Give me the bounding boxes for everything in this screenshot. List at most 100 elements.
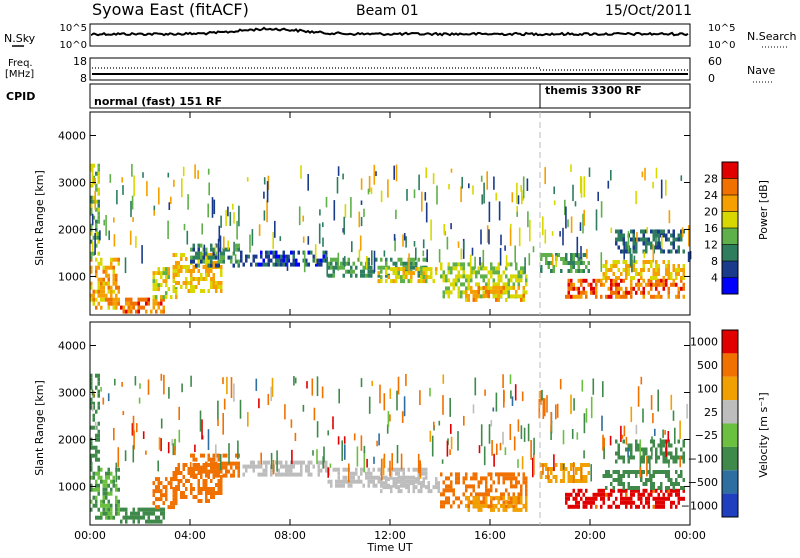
power-echo-cell (627, 264, 630, 268)
power-scatter-echo (167, 220, 169, 239)
velocity-echo-cell (627, 482, 630, 486)
velocity-echo-cell (517, 500, 520, 505)
velocity-echo-cell (310, 472, 313, 477)
velocity-echo-cell (617, 470, 620, 474)
power-scatter-echo (368, 175, 371, 192)
velocity-echo-cell (237, 461, 240, 466)
velocity-echo-cell (107, 503, 110, 508)
velocity-echo-cell (645, 500, 648, 505)
power-scatter-echo (468, 183, 470, 189)
power-scatter-echo (236, 220, 238, 240)
power-echo-cell (475, 297, 478, 302)
power-echo-cell (157, 287, 160, 292)
power-echo-cell (267, 250, 270, 255)
velocity-scatter-echo (463, 415, 465, 426)
velocity-echo-cell (342, 467, 345, 472)
power-echo-cell (615, 229, 618, 234)
velocity-echo-cell (675, 492, 678, 497)
power-echo-cell (137, 309, 140, 314)
velocity-echo-cell (200, 475, 203, 479)
velocity-echo-cell (325, 460, 328, 465)
power-echo-cell (640, 229, 643, 234)
power-echo-cell (642, 268, 645, 272)
power-echo-cell (520, 278, 523, 283)
power-echo-cell (595, 278, 598, 283)
velocity-scatter-echo (639, 467, 641, 478)
velocity-echo-cell (372, 475, 375, 480)
power-scatter-echo (504, 245, 506, 251)
velocity-echo-cell (420, 481, 423, 486)
power-scatter-echo (298, 206, 301, 226)
velocity-echo-cell (95, 457, 98, 462)
power-echo-cell (182, 265, 185, 269)
power-echo-cell (367, 257, 370, 262)
velocity-echo-cell (637, 504, 640, 509)
power-echo-cell (652, 272, 655, 276)
velocity-echo-cell (337, 475, 340, 480)
velocity-scatter-echo (147, 379, 150, 395)
velocity-scatter-echo (654, 428, 656, 436)
velocity-echo-cell (602, 474, 605, 478)
velocity-scatter-echo (503, 389, 505, 408)
velocity-echo-cell (472, 499, 475, 504)
velocity-scatter-echo (627, 448, 629, 458)
velocity-echo-cell (465, 488, 468, 493)
velocity-scatter-echo (389, 460, 391, 477)
power-echo-cell (100, 281, 103, 286)
power-scatter-echo (415, 247, 417, 261)
velocity-echo-cell (380, 481, 383, 486)
power-echo-cell (492, 285, 495, 290)
velocity-echo-cell (512, 499, 515, 504)
power-echo-cell (220, 259, 223, 264)
power-scatter-echo (527, 211, 529, 228)
velocity-echo-cell (217, 479, 220, 483)
power-echo-cell (97, 163, 100, 168)
power-scatter-echo (300, 165, 302, 179)
velocity-scatter-echo (639, 455, 642, 474)
power-echo-cell (570, 278, 573, 283)
velocity-echo-cell (175, 471, 178, 475)
power-echo-cell (582, 253, 585, 257)
power-scatter-echo (463, 241, 465, 250)
velocity-echo-cell (390, 489, 393, 494)
power-echo-cell (680, 268, 683, 272)
power-echo-cell (105, 273, 108, 278)
power-echo-cell (647, 290, 650, 295)
velocity-echo-cell (365, 471, 368, 476)
power-echo-cell (127, 305, 130, 310)
power-echo-cell (95, 231, 98, 236)
velocity-scatter-echo (157, 460, 159, 472)
velocity-echo-cell (107, 475, 110, 480)
power-echo-cell (210, 285, 213, 289)
power-echo-cell (215, 281, 218, 285)
velocity-echo-cell (497, 499, 500, 504)
power-echo-cell (205, 265, 208, 269)
velocity-scatter-echo (517, 419, 520, 432)
velocity-scatter-echo (382, 457, 385, 476)
power-echo-cell (677, 294, 680, 299)
power-echo-cell (262, 262, 265, 267)
velocity-echo-cell (95, 437, 98, 442)
power-echo-cell (510, 262, 513, 267)
velocity-echo-cell (120, 519, 123, 524)
velocity-echo-cell (415, 485, 418, 490)
power-scatter-echo (564, 199, 566, 216)
power-echo-cell (420, 279, 423, 284)
power-echo-cell (145, 297, 148, 302)
power-echo-cell (405, 275, 408, 280)
velocity-scatter-echo (344, 444, 346, 460)
velocity-echo-cell (567, 471, 570, 475)
power-echo-cell (105, 297, 108, 302)
velocity-echo-cell (650, 482, 653, 486)
power-echo-cell (662, 229, 665, 234)
power-echo-cell (610, 268, 613, 272)
freq-left-tick-bottom: 8 (80, 72, 87, 85)
velocity-echo-cell (610, 488, 613, 493)
velocity-echo-cell (132, 519, 135, 524)
velocity-echo-cell (682, 478, 685, 482)
velocity-echo-cell (355, 479, 358, 484)
power-echo-cell (672, 229, 675, 234)
velocity-echo-cell (97, 433, 100, 438)
power-echo-cell (100, 261, 103, 266)
power-scatter-echo (251, 229, 254, 246)
